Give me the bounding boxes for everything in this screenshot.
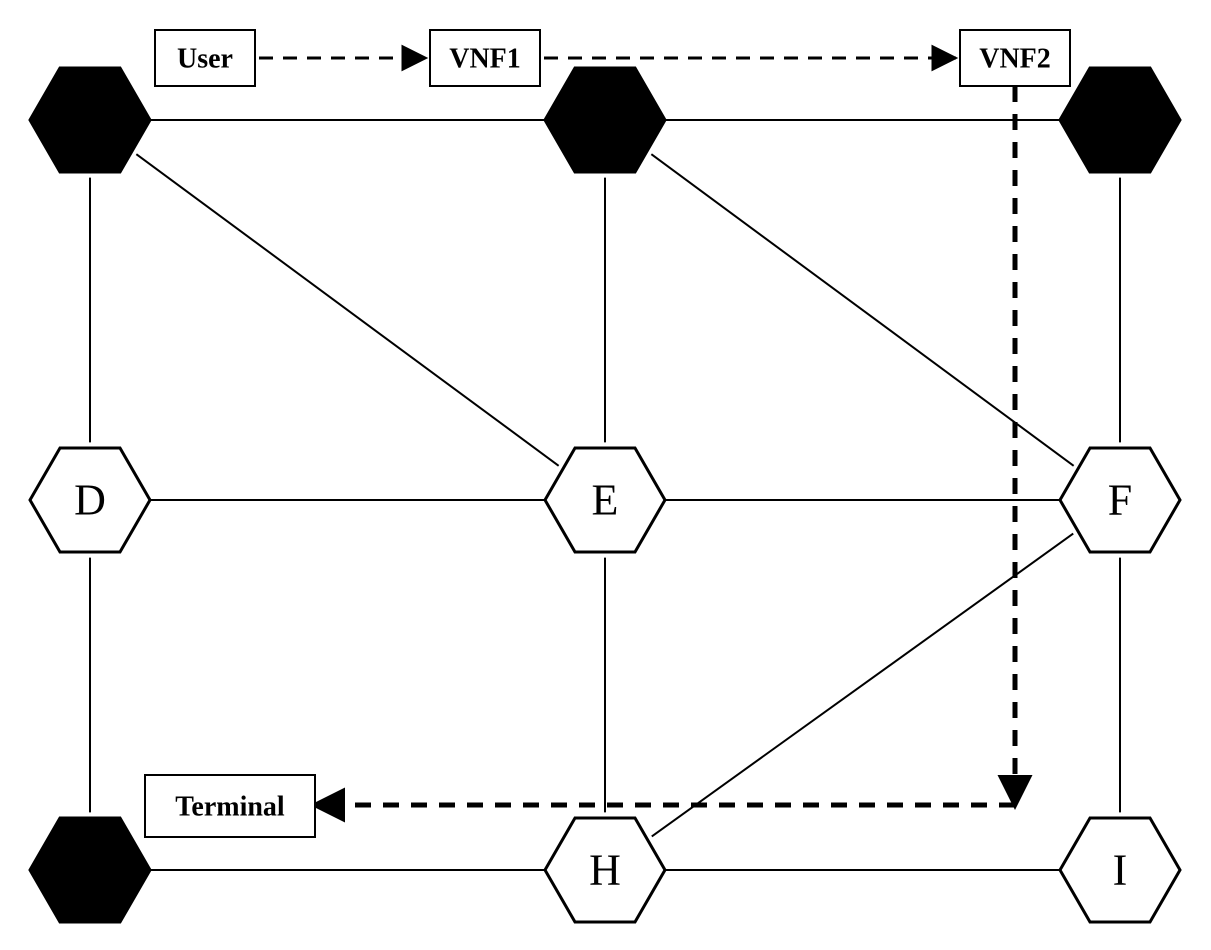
network-diagram: D E F H I User VNF1 VNF2 Terminal [0, 0, 1211, 950]
box-vnf2: VNF2 [960, 30, 1070, 86]
heavy-arrows-layer [315, 86, 1015, 805]
node-I: I [1060, 818, 1180, 922]
node-F: F [1060, 448, 1180, 552]
node-label-D: D [74, 476, 106, 525]
box-user: User [155, 30, 255, 86]
box-label-vnf2: VNF2 [979, 44, 1051, 75]
node-label-E: E [592, 476, 619, 525]
box-label-terminal: Terminal [175, 792, 285, 823]
node-B [545, 68, 665, 172]
node-label-H: H [589, 846, 621, 895]
node-A [30, 68, 150, 172]
box-vnf1: VNF1 [430, 30, 540, 86]
node-G [30, 818, 150, 922]
box-label-vnf1: VNF1 [449, 44, 521, 75]
node-label-I: I [1113, 846, 1128, 895]
box-terminal: Terminal [145, 775, 315, 837]
node-label-F: F [1108, 476, 1132, 525]
node-D: D [30, 448, 150, 552]
box-label-user: User [177, 44, 233, 75]
node-C [1060, 68, 1180, 172]
hexagon-A [30, 68, 150, 172]
node-H: H [545, 818, 665, 922]
node-E: E [545, 448, 665, 552]
edge-A-E [136, 154, 558, 466]
edge-F-H [652, 534, 1073, 837]
hexagon-B [545, 68, 665, 172]
hexagon-G [30, 818, 150, 922]
hexagon-C [1060, 68, 1180, 172]
edge-B-F [651, 154, 1073, 466]
